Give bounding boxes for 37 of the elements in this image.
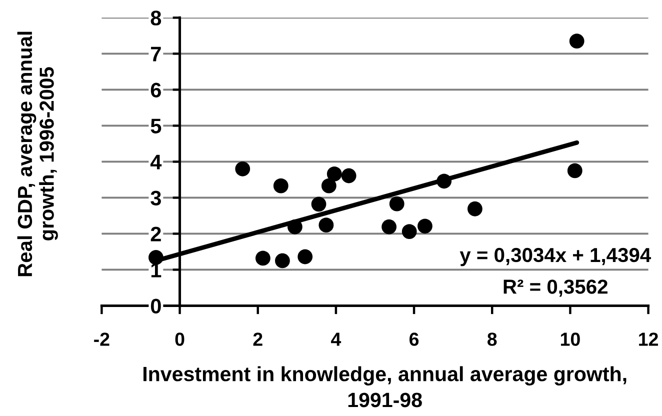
point <box>235 161 250 176</box>
y-axis-title: Real GDP, average annual growth, 1996-2005 <box>17 32 58 276</box>
point <box>255 250 270 266</box>
y-tick-label: 8 <box>150 10 162 26</box>
annotation: y = 0,3034x + 1,4394 <box>460 248 652 266</box>
point <box>389 196 404 212</box>
y-tick-label: 3 <box>150 190 161 206</box>
point <box>318 218 334 233</box>
y-tick-label: 5 <box>150 118 162 134</box>
y-tick-label: 7 <box>151 46 161 62</box>
point <box>273 178 288 194</box>
point <box>567 163 582 178</box>
point <box>467 201 482 216</box>
x-tick-label: 12 <box>639 332 658 346</box>
point <box>402 224 417 239</box>
point <box>321 178 336 194</box>
point <box>341 168 356 184</box>
x-tick-label: 4 <box>331 332 342 346</box>
point <box>418 218 432 234</box>
y-tick-label: 2 <box>150 226 161 242</box>
annotation: R² = 0,3562 <box>504 280 608 297</box>
x-tick-label: -2 <box>94 332 110 346</box>
point <box>275 253 290 268</box>
point <box>569 34 584 49</box>
y-tick-label: 4 <box>150 154 162 170</box>
x-tick-label: 10 <box>560 332 580 346</box>
point <box>326 166 342 182</box>
x-tick-label: 6 <box>410 332 419 346</box>
x-axis-title: Investment in knowledge, annual average growth, 1991-98 <box>144 366 626 408</box>
point <box>298 249 313 264</box>
x-tick-label: 2 <box>253 332 262 346</box>
x-tick-label: 8 <box>488 332 497 346</box>
y-tick-label: 0 <box>150 298 161 314</box>
point <box>311 196 326 212</box>
x-tick-label: 0 <box>175 332 184 346</box>
point <box>382 219 396 234</box>
y-tick-label: 6 <box>150 82 161 98</box>
